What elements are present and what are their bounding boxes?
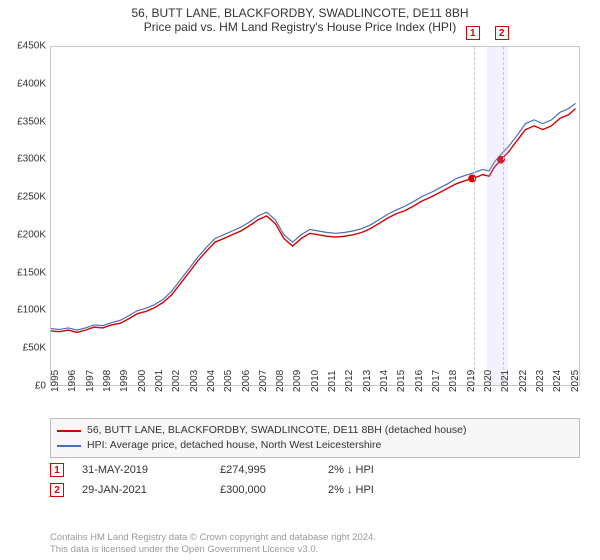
- y-tick-label: £250K: [17, 192, 46, 203]
- footer-line-2: This data is licensed under the Open Gov…: [50, 544, 580, 556]
- sale-row: 2 29-JAN-2021 £300,000 2% ↓ HPI: [50, 480, 580, 500]
- x-tick-label: 2025: [570, 370, 590, 392]
- legend-swatch: [57, 445, 81, 447]
- legend-item: 56, BUTT LANE, BLACKFORDBY, SWADLINCOTE,…: [57, 423, 573, 438]
- sale-price: £300,000: [220, 484, 310, 496]
- y-tick-label: £350K: [17, 116, 46, 127]
- title-line-2: Price paid vs. HM Land Registry's House …: [0, 20, 600, 34]
- footer-attribution: Contains HM Land Registry data © Crown c…: [50, 532, 580, 556]
- y-tick-label: £400K: [17, 78, 46, 89]
- marker-label: 1: [466, 26, 480, 40]
- sales-table: 1 31-MAY-2019 £274,995 2% ↓ HPI 2 29-JAN-2021…: [50, 460, 580, 500]
- footer-line-1: Contains HM Land Registry data © Crown c…: [50, 532, 580, 544]
- legend-item: HPI: Average price, detached house, Nort…: [57, 438, 573, 453]
- chart-area: £0£50K£100K£150K£200K£250K£300K£350K£400…: [50, 46, 580, 406]
- sale-date: 31-MAY-2019: [82, 464, 202, 476]
- title-line-1: 56, BUTT LANE, BLACKFORDBY, SWADLINCOTE,…: [0, 6, 600, 20]
- y-tick-label: £0: [35, 381, 46, 392]
- marker-vline: [503, 47, 504, 385]
- highlight-band: [487, 47, 508, 385]
- legend-label: 56, BUTT LANE, BLACKFORDBY, SWADLINCOTE,…: [87, 423, 467, 438]
- sale-row: 1 31-MAY-2019 £274,995 2% ↓ HPI: [50, 460, 580, 480]
- y-tick-label: £300K: [17, 154, 46, 165]
- sale-delta: 2% ↓ HPI: [328, 484, 438, 496]
- marker-dot: [468, 174, 476, 182]
- y-tick-label: £50K: [23, 343, 46, 354]
- sale-marker: 2: [50, 483, 64, 497]
- sale-price: £274,995: [220, 464, 310, 476]
- legend: 56, BUTT LANE, BLACKFORDBY, SWADLINCOTE,…: [50, 418, 580, 458]
- sale-date: 29-JAN-2021: [82, 484, 202, 496]
- legend-label: HPI: Average price, detached house, Nort…: [87, 438, 381, 453]
- legend-swatch: [57, 430, 81, 432]
- y-tick-label: £200K: [17, 229, 46, 240]
- plot-area: [50, 46, 580, 386]
- sale-marker: 1: [50, 463, 64, 477]
- y-tick-label: £150K: [17, 267, 46, 278]
- chart-title-block: 56, BUTT LANE, BLACKFORDBY, SWADLINCOTE,…: [0, 0, 600, 34]
- y-tick-label: £100K: [17, 305, 46, 316]
- marker-vline: [474, 47, 475, 385]
- marker-label: 2: [495, 26, 509, 40]
- y-tick-label: £450K: [17, 41, 46, 52]
- sale-delta: 2% ↓ HPI: [328, 464, 438, 476]
